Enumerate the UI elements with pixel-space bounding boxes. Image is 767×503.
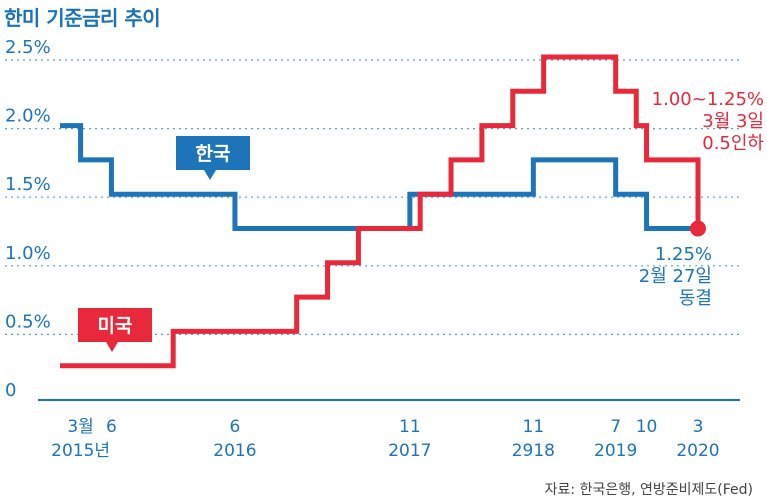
- x-tick-label: 6: [230, 417, 241, 437]
- x-tick-label: 3: [693, 417, 704, 437]
- y-tick-label: 0.5%: [5, 311, 51, 332]
- source-note: 자료: 한국은행, 연방준비제도(Fed): [544, 482, 753, 498]
- us-annotation-line: 3월 3일: [702, 111, 764, 132]
- x-tick-label: 11: [399, 417, 421, 437]
- y-tick-label: 2.0%: [5, 106, 51, 127]
- korea-series-label: 한국: [176, 136, 250, 180]
- x-tick-year-label: 2017: [388, 441, 431, 461]
- us-annotation-line: 0.5인하: [702, 133, 764, 154]
- x-tick-label: 10: [636, 417, 658, 437]
- y-tick-label: 1.5%: [5, 174, 51, 195]
- x-tick-year-label: 2015년: [51, 441, 110, 461]
- us-rate-line: [60, 54, 701, 369]
- y-tick-label: 0: [5, 380, 16, 401]
- korea-annotation-line: 1.25%: [655, 244, 712, 265]
- chart-title: 한미 기준금리 추이: [4, 6, 161, 30]
- korea-rate-line: [60, 123, 698, 231]
- y-tick-label: 2.5%: [5, 37, 51, 58]
- series-label-text: 한국: [196, 143, 231, 165]
- x-tick-year-label: 2918: [512, 441, 555, 461]
- y-tick-label: 1.0%: [5, 243, 51, 264]
- end-point-dot: [690, 220, 706, 237]
- x-tick-label: 11: [523, 417, 545, 437]
- korea-annotation-line: 동결: [679, 288, 712, 309]
- x-tick-year-label: 2016: [213, 441, 256, 461]
- us-annotation-line: 1.00~1.25%: [652, 89, 764, 110]
- x-tick-label: 7: [610, 417, 621, 437]
- korea-annotation-line: 2월 27일: [639, 266, 712, 287]
- x-tick-label: 6: [106, 417, 117, 437]
- x-tick-year-label: 2019: [594, 441, 637, 461]
- x-tick-year-label: 2020: [676, 441, 719, 461]
- us-series-label: 미국: [78, 308, 152, 352]
- series-label-text: 미국: [98, 315, 133, 337]
- x-tick-label: 3월: [67, 417, 93, 437]
